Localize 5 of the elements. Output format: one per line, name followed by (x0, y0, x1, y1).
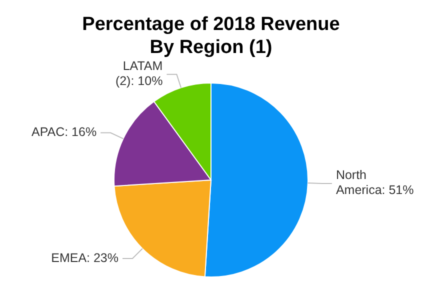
slice-label: North America: 51% (336, 168, 415, 198)
slice-label: EMEA: 23% (51, 250, 118, 266)
slice-label: APAC: 16% (31, 125, 97, 140)
chart-title: Percentage of 2018 Revenue By Region (1) (82, 14, 340, 58)
slice-label: LATAM (2): 10% (114, 59, 163, 90)
